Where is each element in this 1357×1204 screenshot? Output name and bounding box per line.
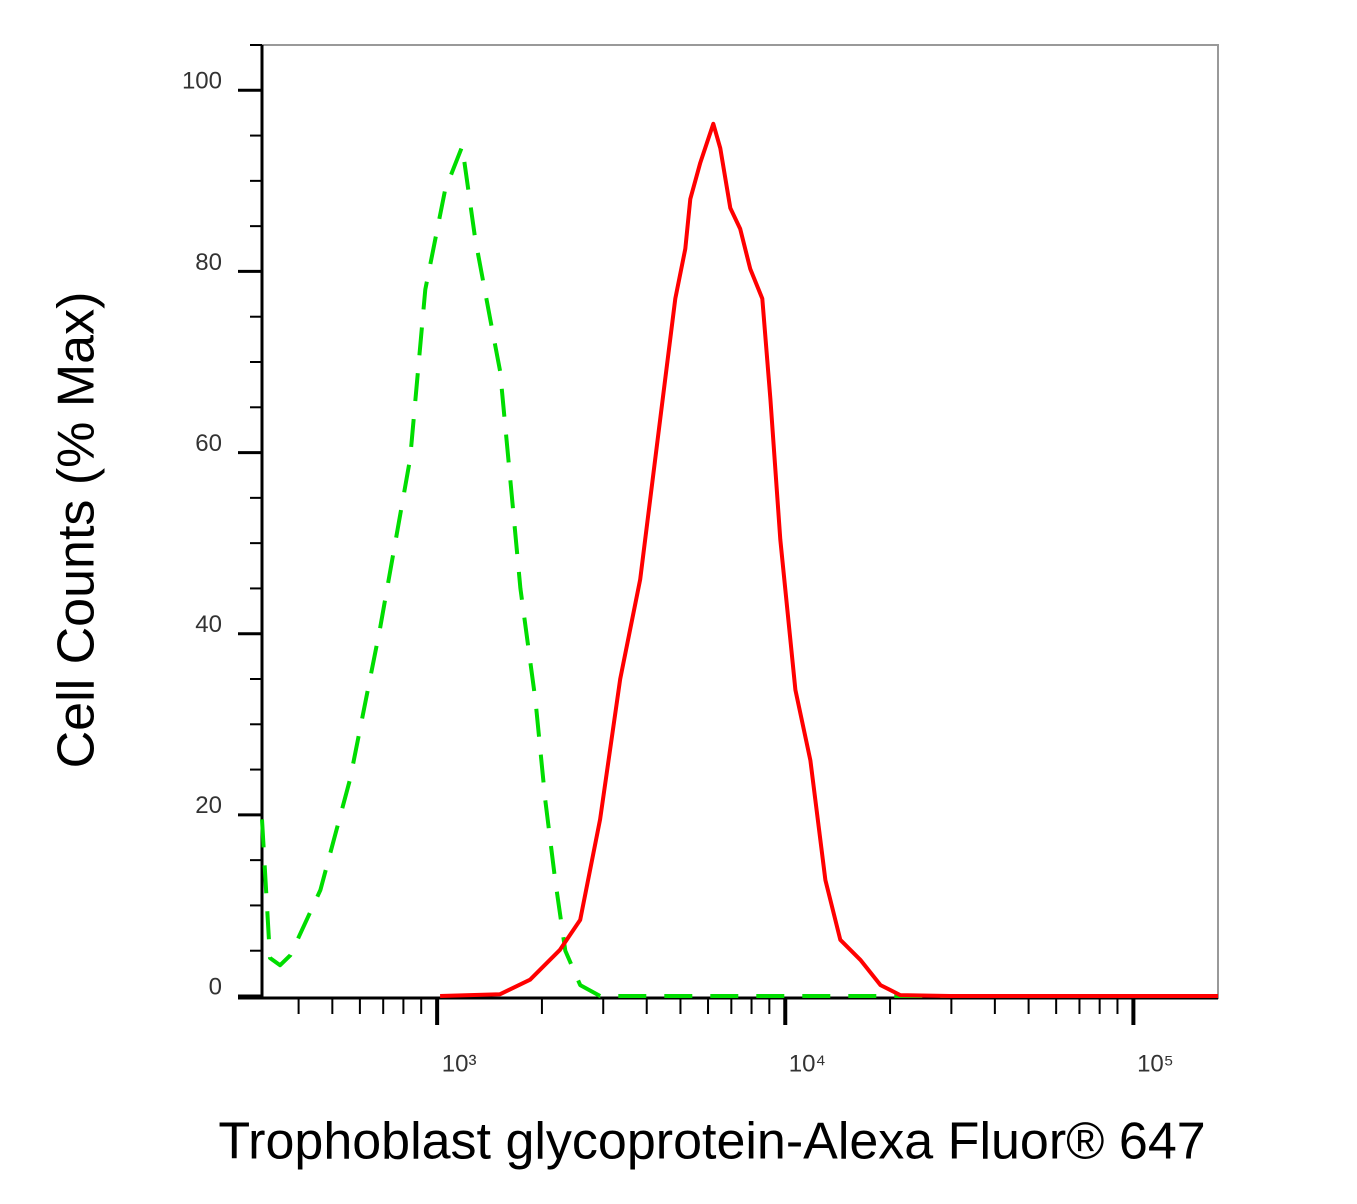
plot-frame: [261, 44, 1219, 999]
y-tick-label: 0: [209, 973, 222, 1000]
y-axis-label: Cell Counts (% Max): [48, 292, 106, 769]
y-tick-label: 60: [195, 430, 222, 457]
y-tick-label: 80: [195, 249, 222, 276]
y-tick-label: 40: [195, 611, 222, 638]
x-tick-label: 10³: [442, 1050, 477, 1077]
histogram-line: [440, 121, 1218, 998]
y-tick-label: 100: [182, 68, 222, 95]
x-axis-label: Trophoblast glycoprotein-Alexa Fluor® 64…: [218, 1113, 1205, 1171]
histogram-line: [260, 144, 1218, 998]
x-tick-label: 10⁴: [789, 1050, 826, 1077]
y-tick-label: 20: [195, 792, 222, 819]
x-tick-label: 10⁵: [1137, 1050, 1174, 1077]
